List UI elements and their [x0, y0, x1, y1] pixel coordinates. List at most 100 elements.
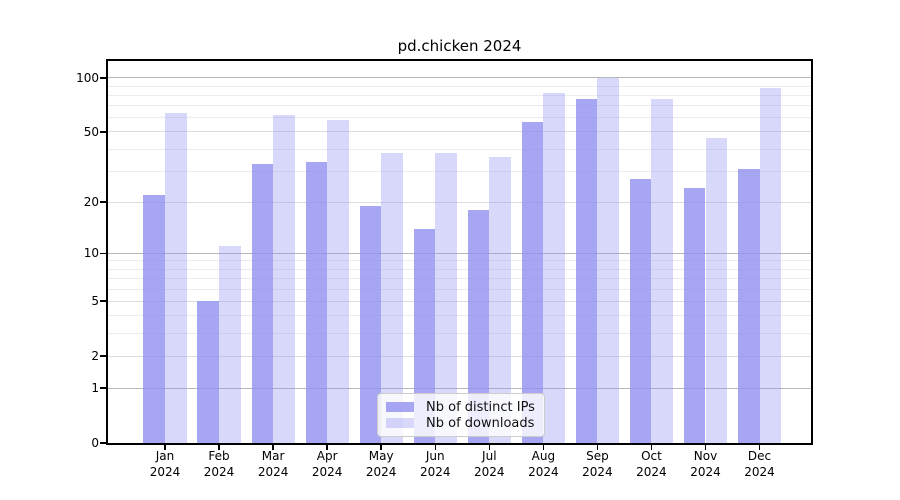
legend: Nb of distinct IPs Nb of downloads [377, 393, 545, 437]
x-tick-label-sep-2024: Sep 2024 [565, 448, 629, 480]
x-tick-label-year: 2024 [474, 465, 505, 479]
x-tick-label-month: Apr [316, 449, 338, 463]
x-tick-label-mar-2024: Mar 2024 [241, 448, 305, 480]
x-tick-label-jul-2024: Jul 2024 [457, 448, 521, 480]
gridline-major [108, 300, 811, 302]
x-tick-label-jan-2024: Jan 2024 [133, 448, 197, 480]
chart-title: pd.chicken 2024 [397, 37, 522, 55]
gridline-minor [108, 277, 811, 279]
x-tick-mark [380, 445, 382, 450]
gridline-minor [108, 268, 811, 270]
x-tick-label-month: Dec [747, 449, 772, 463]
bar-nb-of-distinct-ips-feb-2024 [197, 301, 220, 443]
bar-nb-of-downloads-jan-2024 [165, 112, 187, 443]
bar-nb-of-downloads-dec-2024 [759, 87, 782, 443]
x-tick-label-month: Nov [693, 449, 718, 463]
gridline-decade [108, 252, 811, 254]
bar-nb-of-downloads-jul-2024 [489, 157, 511, 443]
x-tick-label-year: 2024 [690, 465, 721, 479]
bar-nb-of-downloads-sep-2024 [597, 77, 619, 443]
bar-nb-of-distinct-ips-may-2024 [359, 205, 382, 443]
x-tick-label-nov-2024: Nov 2024 [674, 448, 738, 480]
bar-nb-of-downloads-aug-2024 [543, 93, 565, 443]
gridline-minor [108, 315, 811, 317]
x-tick-mark [542, 445, 545, 450]
gridline-major [108, 201, 811, 203]
bar-nb-of-downloads-jun-2024 [435, 153, 457, 443]
gridline-minor [108, 117, 811, 119]
gridline-minor [108, 148, 811, 150]
x-tick-mark [596, 445, 599, 450]
gridline-minor [108, 332, 811, 334]
legend-item-nb-of-distinct-ips: Nb of distinct IPs [386, 399, 536, 415]
gridline-minor [108, 260, 811, 262]
x-tick-label-year: 2024 [149, 465, 181, 479]
x-tick-label-feb-2024: Feb 2024 [187, 448, 251, 480]
y-tick-label-20: 20 [83, 195, 99, 210]
x-tick-label-jun-2024: Jun 2024 [403, 448, 467, 480]
gridline-minor [108, 288, 811, 290]
legend-label-nb-of-distinct-ips: Nb of distinct IPs [426, 399, 535, 415]
x-tick-mark [650, 445, 653, 450]
y-tick-label-0: 0 [91, 436, 99, 450]
gridline-decade [108, 387, 811, 389]
gridline-minor [108, 170, 811, 172]
gridline-minor [108, 94, 811, 96]
x-tick-label-apr-2024: Apr 2024 [295, 448, 359, 480]
x-tick-mark [164, 445, 166, 450]
y-tick-mark [100, 252, 106, 255]
x-tick-label-year: 2024 [203, 465, 235, 479]
bar-nb-of-distinct-ips-aug-2024 [521, 121, 544, 443]
x-tick-mark [758, 445, 761, 450]
bar-nb-of-downloads-apr-2024 [327, 120, 349, 443]
axes-frame [106, 59, 813, 445]
y-tick-mark [100, 442, 106, 444]
bar-nb-of-distinct-ips-jan-2024 [143, 194, 165, 443]
x-tick-label-year: 2024 [419, 465, 451, 479]
x-tick-label-month: Mar [261, 449, 285, 463]
y-tick-label-2: 2 [91, 349, 99, 364]
y-tick-label-1: 1 [91, 381, 99, 396]
bar-nb-of-distinct-ips-dec-2024 [737, 168, 760, 443]
y-tick-mark [100, 387, 106, 389]
y-tick-label-50: 50 [83, 124, 99, 139]
x-tick-label-aug-2024: Aug 2024 [511, 448, 575, 480]
x-tick-label-year: 2024 [528, 465, 559, 479]
x-tick-label-year: 2024 [311, 465, 343, 479]
x-tick-mark [434, 445, 436, 450]
x-tick-label-year: 2024 [582, 465, 613, 479]
bar-nb-of-distinct-ips-oct-2024 [629, 179, 652, 443]
x-tick-mark [326, 445, 328, 450]
gridline-minor [108, 105, 811, 107]
x-tick-label-month: Oct [641, 449, 662, 463]
bar-nb-of-distinct-ips-mar-2024 [251, 164, 274, 443]
y-tick-label-5: 5 [91, 294, 99, 309]
x-tick-mark [704, 445, 707, 450]
x-tick-label-may-2024: May 2024 [349, 448, 413, 480]
y-tick-mark [100, 77, 106, 79]
x-tick-label-year: 2024 [257, 465, 289, 479]
gridline-major [108, 355, 811, 357]
y-tick-label-100: 100 [76, 70, 99, 85]
y-tick-mark [100, 355, 106, 357]
plot-area [108, 61, 811, 443]
bar-nb-of-distinct-ips-sep-2024 [575, 99, 598, 443]
bar-nb-of-downloads-nov-2024 [705, 138, 728, 443]
x-tick-label-month: Aug [531, 449, 556, 463]
bar-nb-of-distinct-ips-jul-2024 [467, 210, 490, 443]
x-tick-label-month: Feb [208, 449, 230, 463]
bar-nb-of-downloads-mar-2024 [273, 115, 295, 443]
legend-label-nb-of-downloads: Nb of downloads [426, 415, 535, 431]
legend-swatch-nb-of-distinct-ips [386, 402, 414, 412]
legend-swatch-nb-of-downloads [386, 418, 414, 428]
x-tick-label-month: May [368, 449, 394, 463]
bar-nb-of-distinct-ips-apr-2024 [305, 161, 328, 443]
y-tick-label-10: 10 [83, 246, 99, 261]
x-tick-label-month: Sep [586, 449, 609, 463]
gridline-minor [108, 85, 811, 87]
x-tick-mark [272, 445, 274, 450]
x-tick-mark [488, 445, 491, 450]
bar-nb-of-downloads-oct-2024 [651, 99, 674, 443]
x-tick-label-dec-2024: Dec 2024 [728, 448, 792, 480]
